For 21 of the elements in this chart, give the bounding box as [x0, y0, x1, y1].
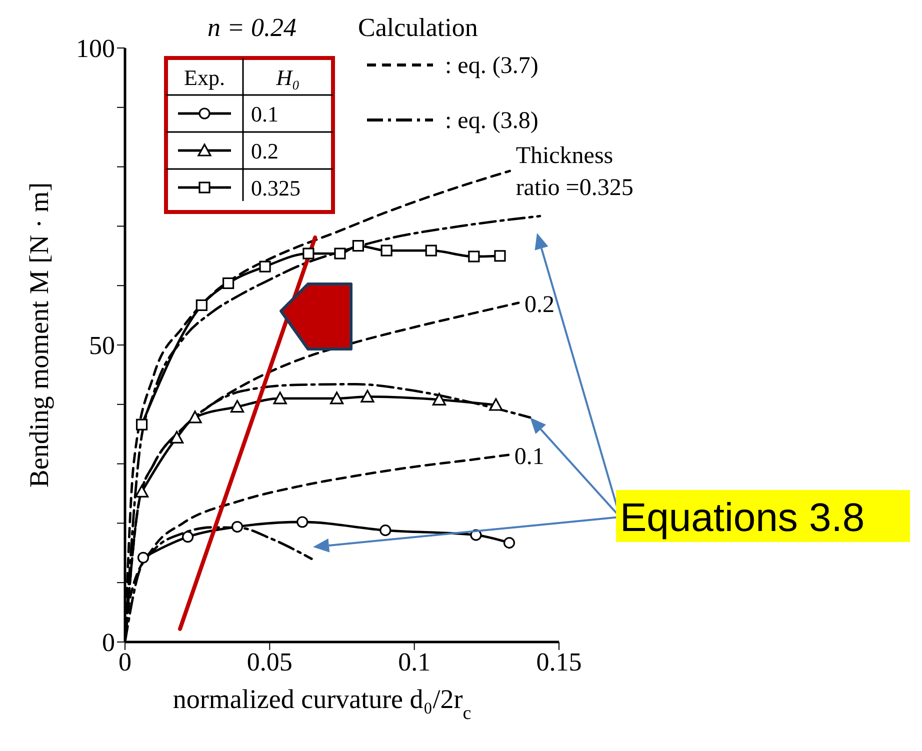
annotation: Thickness ratio =0.325 — [516, 142, 634, 201]
x-tick-label: 0.1 — [398, 647, 431, 676]
x-tick-label: 0.15 — [536, 647, 582, 676]
y-axis-title: Bending moment M [N · m] — [24, 182, 54, 488]
legend-label: 0.325 — [251, 176, 300, 200]
annotation: Exp. — [184, 65, 225, 90]
y-tick-label: 50 — [89, 331, 115, 360]
annotation: 0.2 — [524, 292, 554, 318]
legend-label: 0.2 — [251, 138, 278, 164]
x-axis-title: normalized curvature d₀/2r$_{c}$ — [172, 684, 472, 724]
annotation: H₀ — [275, 65, 300, 90]
legend-label: : eq. (3.8) — [445, 108, 538, 134]
y-tick-label: 100 — [76, 34, 115, 64]
legend-label: : eq. (3.7) — [445, 53, 538, 79]
legend-title: Calculation — [358, 13, 478, 42]
legend-label: 0.1 — [251, 102, 278, 126]
y-tick-label: 0 — [102, 628, 115, 658]
annotation: 0.1 — [514, 444, 544, 470]
x-tick-label: 0.05 — [246, 647, 292, 676]
annotation: Equations 3.8 — [620, 496, 865, 540]
chart-title: n = 0.24 — [207, 13, 297, 42]
